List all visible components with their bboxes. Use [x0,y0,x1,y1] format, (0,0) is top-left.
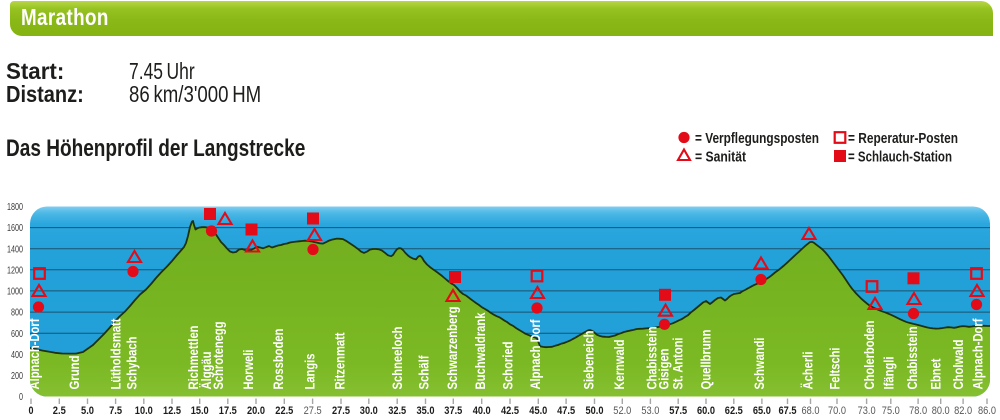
svg-text:Ifängli: Ifängli [881,357,897,390]
svg-text:Schälf: Schälf [415,355,431,389]
svg-text:10.0: 10.0 [135,405,153,417]
svg-text:27.5: 27.5 [304,405,322,417]
svg-text:Cholerboden: Cholerboden [861,321,877,390]
svg-text:62.5: 62.5 [725,405,743,417]
svg-text:= Sanität: = Sanität [695,149,746,166]
svg-text:68.0: 68.0 [802,405,820,417]
svg-text:Langis: Langis [302,353,318,389]
svg-text:57.5: 57.5 [669,405,687,417]
svg-text:Schybach: Schybach [123,337,139,390]
svg-text:67.5: 67.5 [779,405,797,417]
svg-text:42.5: 42.5 [501,405,519,417]
svg-text:82.0: 82.0 [954,405,972,417]
svg-text:400: 400 [11,350,23,361]
svg-text:Quellbrunn: Quellbrunn [698,330,714,390]
svg-text:12.5: 12.5 [163,405,181,417]
svg-text:Siebeneich: Siebeneich [581,331,597,390]
svg-text:0: 0 [19,392,23,403]
svg-text:Schwarzenberg: Schwarzenberg [444,307,460,390]
svg-text:20.0: 20.0 [247,405,265,417]
svg-text:70.0: 70.0 [828,405,846,417]
svg-text:40.0: 40.0 [473,405,491,417]
svg-text:73.0: 73.0 [858,405,876,417]
svg-text:0: 0 [29,405,34,417]
svg-text:Kernwald: Kernwald [611,340,627,390]
svg-text:15.0: 15.0 [191,405,209,417]
svg-text:22.5: 22.5 [275,405,293,417]
svg-text:Rossboden: Rossboden [270,329,286,390]
svg-text:Lütholdsmatt: Lütholdsmatt [108,318,124,389]
svg-text:47.5: 47.5 [557,405,575,417]
svg-text:Schneeloch: Schneeloch [389,327,405,390]
svg-text:Grund: Grund [66,356,82,390]
svg-text:Richmettlen: Richmettlen [185,326,201,390]
svg-text:600: 600 [11,329,23,340]
svg-text:Schwandi: Schwandi [751,338,767,390]
svg-text:1000: 1000 [7,287,23,298]
svg-text:Ebnet: Ebnet [928,358,944,389]
svg-text:2.5: 2.5 [53,405,66,417]
svg-text:= Verpflegungsposten: = Verpflegungsposten [695,130,819,147]
svg-text:Ritzenmatt: Ritzenmatt [331,332,347,389]
svg-text:78.0: 78.0 [909,405,927,417]
svg-text:65.0: 65.0 [753,405,771,417]
svg-text:= Schlauch-Station: = Schlauch-Station [848,149,952,166]
svg-text:53.0: 53.0 [641,405,659,417]
svg-text:Chabisstein: Chabisstein [904,327,920,390]
svg-text:St. Antoni: St. Antoni [670,338,686,390]
svg-text:= Reperatur-Posten: = Reperatur-Posten [848,130,958,147]
svg-text:1400: 1400 [7,244,23,255]
svg-text:32.5: 32.5 [388,405,406,417]
svg-text:Schrotenegg: Schrotenegg [210,322,226,390]
svg-text:75.0: 75.0 [882,405,900,417]
svg-text:Horweli: Horweli [240,350,256,390]
svg-text:5.0: 5.0 [81,405,94,417]
svg-text:50.0: 50.0 [586,405,604,417]
svg-text:45.0: 45.0 [529,405,547,417]
svg-text:86.0: 86.0 [978,405,996,417]
svg-text:17.5: 17.5 [219,405,237,417]
svg-text:1200: 1200 [7,265,23,276]
svg-text:Chabisstein: Chabisstein [644,327,660,390]
svg-text:52.0: 52.0 [613,405,631,417]
svg-text:1800: 1800 [7,202,23,213]
svg-text:60.0: 60.0 [697,405,715,417]
svg-text:Buchwaldrank: Buchwaldrank [472,312,488,389]
svg-text:Alpnach-Dorf: Alpnach-Dorf [26,318,42,389]
svg-text:Schoried: Schoried [499,342,515,390]
svg-text:Feltschi: Feltschi [827,348,843,390]
svg-text:27.5: 27.5 [332,405,350,417]
svg-text:30.0: 30.0 [360,405,378,417]
svg-text:Alpnach Dorf: Alpnach Dorf [527,319,543,389]
svg-text:Ächerli: Ächerli [799,352,815,390]
svg-text:80.0: 80.0 [932,405,950,417]
svg-text:Cholwald: Cholwald [950,340,966,390]
svg-text:7.5: 7.5 [109,405,122,417]
svg-text:Älggäu: Älggäu [198,352,214,390]
svg-text:37.5: 37.5 [444,405,462,417]
svg-text:35.0: 35.0 [417,405,435,417]
svg-text:Gisigen: Gisigen [656,349,672,390]
svg-text:800: 800 [11,308,23,319]
svg-text:Alpnach-Dorf: Alpnach-Dorf [970,318,986,389]
svg-text:200: 200 [11,371,23,382]
svg-text:1600: 1600 [7,223,23,234]
